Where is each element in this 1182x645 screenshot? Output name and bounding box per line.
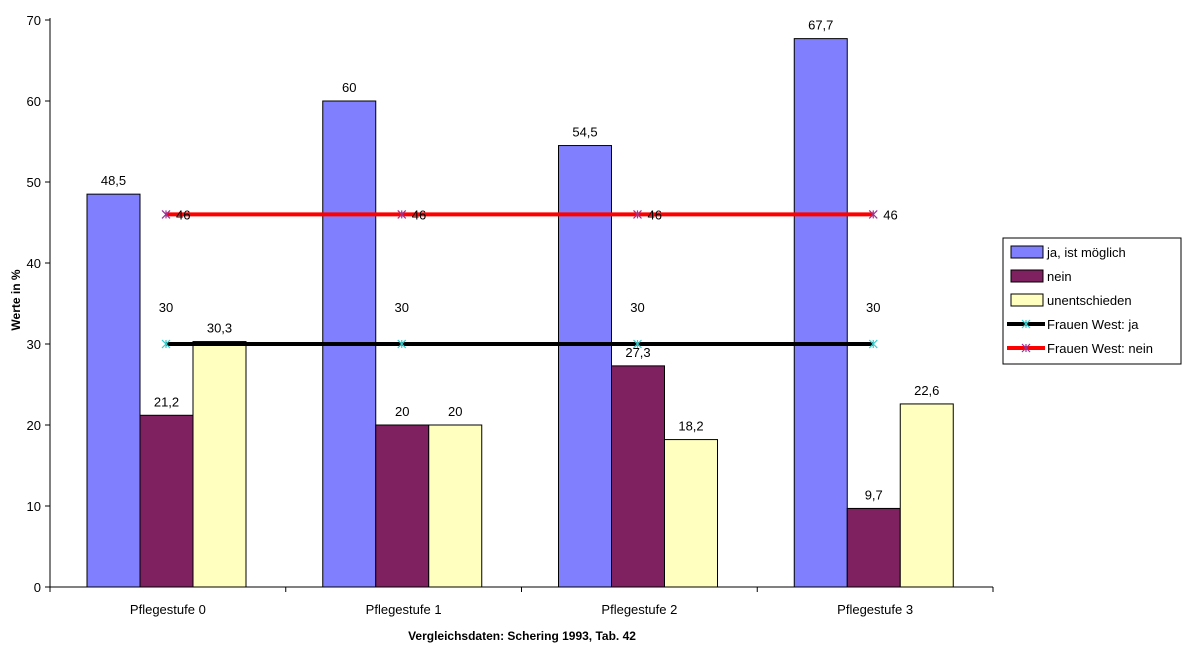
bar [139,414,194,588]
legend-swatch [1010,269,1044,283]
bar-value-label: 67,7 [808,18,833,33]
legend-label: Frauen West: nein [1047,341,1153,356]
bar [86,193,141,588]
bar [846,507,901,588]
bar [899,403,954,588]
legend-label: Frauen West: ja [1047,317,1139,332]
x-category-label: Pflegestufe 3 [837,602,913,617]
series-marker [161,339,171,349]
y-tick-label: 50 [27,175,41,190]
bar-value-label: 27,3 [625,345,650,360]
axes: 0 10 20 30 40 50 60 70 Pflegestufe 0 Pflegestufe … [27,13,994,617]
legend-swatch [1010,245,1044,259]
line-value-label: 30 [866,300,880,315]
bars [86,38,954,588]
series-marker [633,339,642,349]
y-tick-label: 40 [27,256,41,271]
line-value-label: 30 [395,300,409,315]
line-value-label: 46 [883,207,897,222]
bar-value-label: 22,6 [914,383,939,398]
series-marker [397,339,407,349]
legend-label: unentschieden [1047,293,1132,308]
bar-value-label: 9,7 [865,487,883,502]
line-value-label: 30 [630,300,644,315]
series-marker [633,209,642,219]
bar-value-label: 30,3 [207,321,232,336]
legend-swatch [1010,293,1044,307]
bar-value-label: 20 [395,404,409,419]
y-tick-label: 20 [27,418,41,433]
x-category-label: Pflegestufe 2 [601,602,677,617]
y-tick-label: 70 [27,13,41,28]
bar [611,365,665,588]
x-category-label: Pflegestufe 0 [130,602,206,617]
x-category-label: Pflegestufe 1 [366,602,442,617]
bar [664,439,718,588]
bar [558,145,612,588]
line-value-label: 46 [176,207,190,222]
bar-value-label: 54,5 [572,125,597,140]
y-axis-title: Werte in % [9,269,23,330]
x-axis-title: Vergleichsdaten: Schering 1993, Tab. 42 [408,629,636,643]
y-tick-label: 0 [34,580,41,595]
legend-label: nein [1047,269,1072,284]
line-value-label: 46 [412,207,426,222]
y-tick-label: 30 [27,337,41,352]
bar-value-label: 60 [342,80,356,95]
series-lines [161,209,878,349]
series-marker [397,209,407,219]
line-value-label: 46 [648,207,662,222]
bar [192,341,247,588]
bar-value-label: 18,2 [678,419,703,434]
legend-label: ja, ist möglich [1046,245,1126,260]
series-marker [161,209,171,219]
series-marker [868,339,878,349]
bar-value-label: 48,5 [101,173,126,188]
y-tick-label: 10 [27,499,41,514]
series-marker [1021,319,1031,329]
bar [375,424,430,588]
series-marker [868,209,878,219]
line-value-label: 30 [159,300,173,315]
y-tick-label: 60 [27,94,41,109]
bar-value-label: 21,2 [154,394,179,409]
bar-value-label: 20 [448,404,462,419]
data-labels: 48,5 60 54,5 67,7 21,2 20 27,3 9,7 30,3 20 18,2 22,… [101,18,940,503]
bar [428,424,483,588]
series-marker [1021,343,1031,353]
legend: ja, ist möglich nein unentschieden Frauen W… [1002,237,1182,365]
bar [793,38,848,588]
